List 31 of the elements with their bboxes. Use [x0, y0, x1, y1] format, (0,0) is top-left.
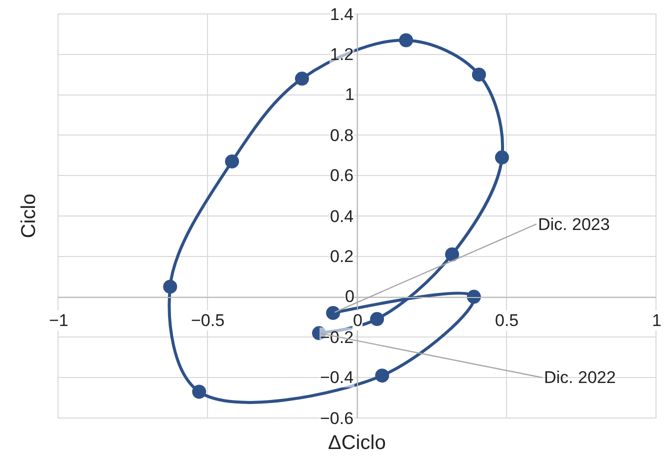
- x-tick-label: −0.5: [191, 311, 225, 330]
- point: [370, 312, 384, 326]
- point: [466, 290, 481, 304]
- y-tick-label: 0.6: [330, 166, 354, 185]
- annotation: Dic. 2022: [544, 368, 616, 387]
- annotation: Dic. 2023: [538, 215, 610, 234]
- y-tick-label: 0.8: [330, 126, 354, 145]
- y-axis-title: Ciclo: [18, 194, 40, 238]
- y-tick-label: 0: [345, 287, 354, 306]
- x-tick-label: 0.5: [495, 311, 519, 330]
- point: [294, 72, 309, 86]
- point: [472, 68, 486, 82]
- point: [225, 154, 240, 168]
- x-axis-title: ΔCiclo: [328, 432, 386, 454]
- point: [399, 33, 414, 48]
- y-tick-label: −0.4: [320, 368, 354, 387]
- y-tick-label: 1.2: [330, 45, 354, 64]
- point: [375, 368, 390, 383]
- x-tick-label: −1: [49, 311, 68, 330]
- y-tick-label: 0.2: [330, 247, 354, 266]
- y-tick-label: 1.4: [330, 5, 354, 24]
- point: [192, 384, 206, 399]
- y-tick-label: 1: [345, 85, 354, 104]
- point: [326, 306, 340, 320]
- y-tick-label: −0.2: [320, 328, 354, 347]
- point: [495, 150, 510, 164]
- point: [163, 280, 178, 294]
- point: [445, 247, 460, 262]
- y-tick-label: 0.4: [330, 207, 354, 226]
- x-tick-label: 1: [652, 311, 662, 330]
- y-tick-label: −0.6: [320, 409, 354, 428]
